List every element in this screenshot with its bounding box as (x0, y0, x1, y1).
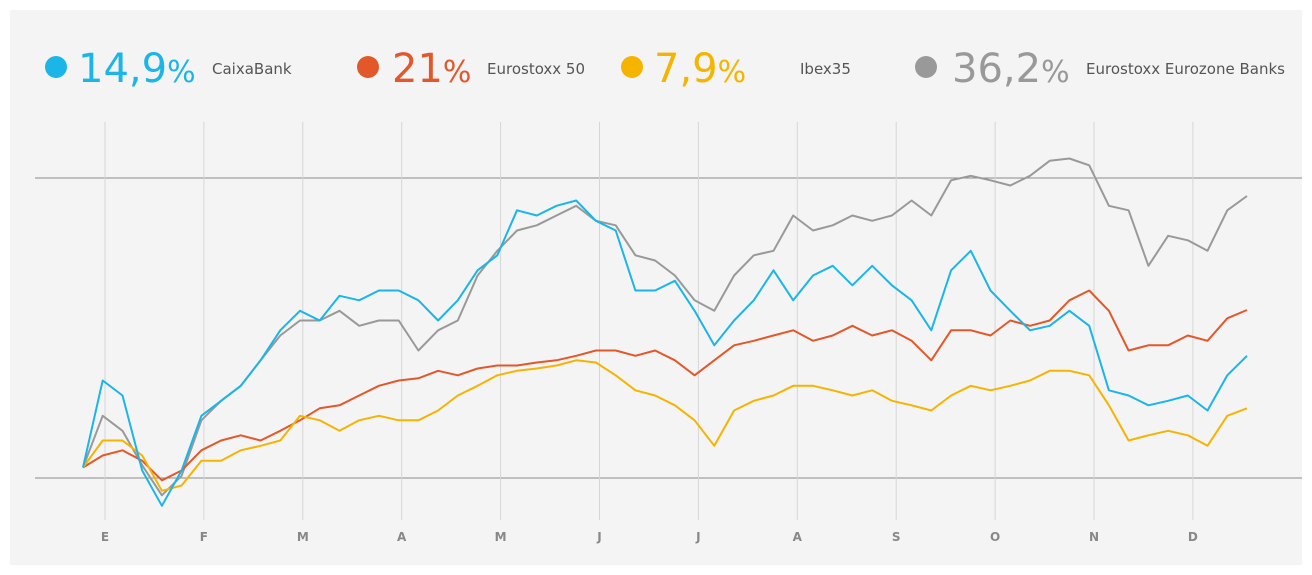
x-tick-label: A (397, 530, 407, 544)
legend-value: 36,2% (952, 46, 1070, 92)
legend-item: 14,9% CaixaBank (45, 46, 292, 92)
x-tick-label: M (495, 530, 507, 544)
legend-dot (915, 56, 937, 78)
legend-label: Eurostoxx 50 (487, 60, 585, 78)
legend-item: 7,9% Ibex35 (621, 46, 851, 92)
legend-item: 21% Eurostoxx 50 (357, 46, 585, 92)
series-line (82, 199, 1248, 507)
panel (10, 10, 1302, 565)
legend-item: 36,2% Eurostoxx Eurozone Banks (915, 46, 1285, 92)
x-tick-label: E (101, 530, 109, 544)
legend-value: 7,9% (654, 46, 746, 92)
x-tick-label: O (990, 530, 1000, 544)
legend-label: Eurostoxx Eurozone Banks (1086, 60, 1285, 78)
legend-value: 21% (392, 46, 471, 92)
x-tick-label: F (200, 530, 208, 544)
x-tick-label: S (892, 530, 901, 544)
x-tick-label: A (793, 530, 803, 544)
series-line (82, 359, 1248, 492)
legend-label: CaixaBank (212, 60, 292, 78)
legend-dot (621, 56, 643, 78)
legend-dot (45, 56, 67, 78)
series-line (82, 157, 1248, 497)
series-line (82, 289, 1248, 482)
x-tick-label: N (1089, 530, 1099, 544)
legend-dot (357, 56, 379, 78)
x-tick-label: J (695, 530, 700, 544)
x-tick-label: J (596, 530, 601, 544)
x-tick-label: D (1188, 530, 1198, 544)
legend-label: Ibex35 (800, 60, 851, 78)
legend-value: 14,9% (78, 46, 196, 92)
x-tick-label: M (297, 530, 309, 544)
